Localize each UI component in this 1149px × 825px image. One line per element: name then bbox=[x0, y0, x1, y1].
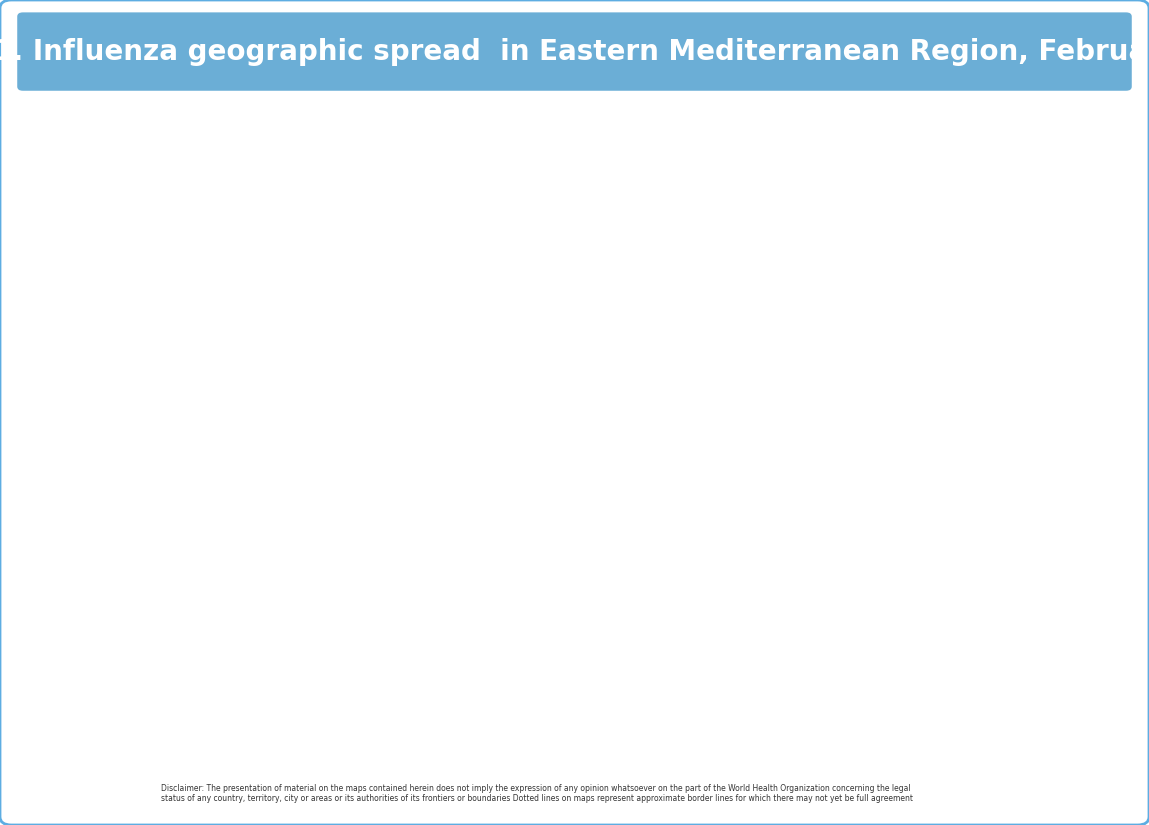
Text: Disclaimer: The presentation of material on the maps contained herein does not i: Disclaimer: The presentation of material… bbox=[161, 784, 912, 804]
Text: Figure 1. Influenza geographic spread  in Eastern Mediterranean Region, February: Figure 1. Influenza geographic spread in… bbox=[0, 38, 1149, 65]
FancyBboxPatch shape bbox=[17, 12, 1132, 91]
